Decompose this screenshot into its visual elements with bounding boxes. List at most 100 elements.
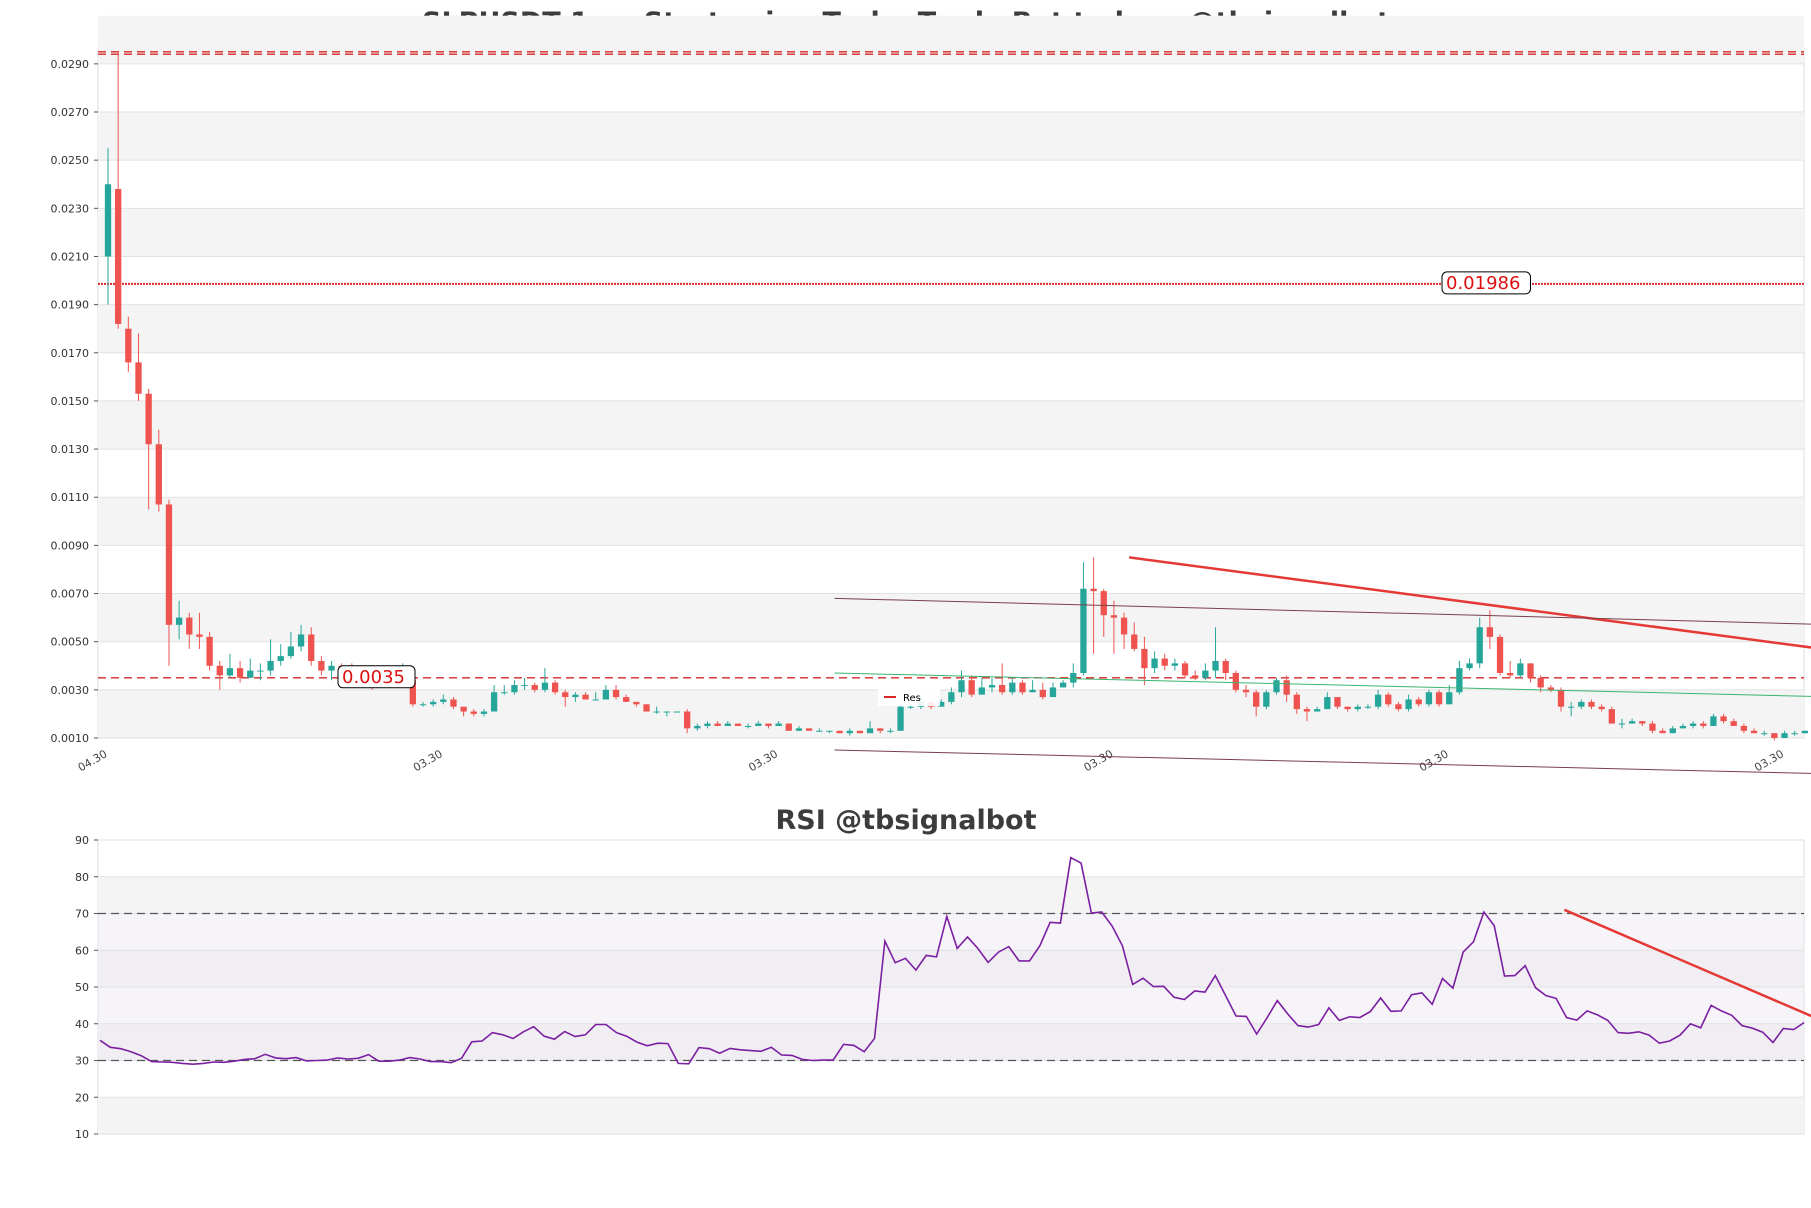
candle	[145, 393, 152, 445]
candle	[1009, 682, 1016, 693]
candle	[795, 728, 803, 731]
candle	[470, 711, 477, 714]
candle	[1151, 658, 1158, 669]
candle	[1639, 721, 1646, 724]
candle	[165, 504, 173, 625]
channel-lower	[834, 749, 1811, 774]
x-tick-label: 03.30	[411, 747, 445, 774]
rsi-grid-band	[98, 1097, 1804, 1134]
y-tick-label: 0.0050	[51, 636, 90, 649]
candle	[633, 701, 640, 705]
candle	[1771, 733, 1778, 738]
candle	[1354, 706, 1361, 710]
level-label: 0.01986	[1446, 273, 1520, 294]
candle	[1344, 706, 1351, 710]
candle	[1588, 701, 1595, 707]
candle	[775, 723, 782, 726]
y-tick-label: 0.0010	[51, 732, 90, 745]
candle	[948, 692, 955, 702]
candle	[1547, 687, 1554, 690]
candle	[846, 730, 853, 734]
rsi-y-tick-label: 40	[75, 1018, 89, 1031]
channel-upper	[834, 597, 1811, 625]
candle	[1232, 672, 1239, 690]
candle	[531, 685, 538, 690]
candle	[1415, 699, 1422, 705]
candle	[1141, 648, 1148, 669]
rsi-series-line	[99, 856, 1805, 1066]
candle	[1100, 591, 1107, 616]
candle	[115, 189, 122, 324]
candle	[1049, 687, 1057, 698]
candle	[551, 682, 559, 693]
candle	[836, 730, 843, 734]
grid-band	[98, 400, 1804, 450]
x-tick-label: 03.30	[1082, 747, 1116, 774]
candle	[602, 689, 610, 700]
candle	[1202, 670, 1209, 678]
candle	[419, 704, 427, 706]
level-label-box	[337, 665, 416, 689]
y-tick-label: 0.0230	[51, 202, 90, 215]
candle	[1517, 663, 1524, 676]
candle	[765, 723, 772, 726]
candle	[1222, 660, 1229, 673]
candle	[1293, 694, 1300, 710]
candle	[826, 730, 833, 732]
candle	[1303, 709, 1311, 712]
candle	[1090, 588, 1097, 592]
candle	[1750, 730, 1758, 734]
candle	[805, 728, 813, 731]
x-tick-label: 03.30	[1752, 747, 1786, 774]
rsi-grid-band	[98, 950, 1804, 987]
candle	[785, 723, 792, 731]
candle	[1253, 692, 1260, 707]
candle	[175, 617, 183, 625]
candle	[297, 634, 305, 647]
y-tick-label: 0.0030	[51, 684, 90, 697]
candle	[1242, 689, 1250, 693]
candle	[1324, 697, 1331, 710]
candle	[216, 665, 223, 676]
candle	[1791, 733, 1798, 735]
candle	[907, 706, 914, 708]
rsi-plot: 10 20 30 40 50 60 70 80 90	[75, 834, 1811, 1141]
candle	[196, 634, 203, 637]
candle	[429, 701, 437, 705]
candle	[816, 730, 823, 732]
candle	[938, 701, 945, 707]
candle	[541, 682, 549, 690]
rsi-y-tick-label: 30	[75, 1055, 89, 1068]
candle	[277, 656, 284, 661]
candle	[1171, 663, 1179, 666]
candle	[1700, 723, 1707, 726]
candle	[1446, 692, 1453, 705]
candle	[1059, 682, 1067, 688]
level-label: 0.0035	[342, 667, 405, 688]
candle	[1781, 733, 1788, 738]
rsi-y-tick-label: 80	[75, 871, 89, 884]
x-tick-label: 03.30	[1417, 747, 1451, 774]
candle	[653, 711, 660, 713]
candle	[958, 680, 965, 693]
candle	[247, 670, 254, 678]
candle	[744, 725, 752, 727]
candle	[1435, 692, 1443, 705]
candle	[1283, 680, 1290, 695]
rsi-y-tick-label: 70	[75, 908, 89, 921]
candle	[308, 634, 315, 661]
candle	[612, 689, 620, 698]
y-tick-label: 0.0290	[51, 58, 90, 71]
candle	[1110, 615, 1118, 618]
candle	[501, 692, 508, 694]
candle	[866, 728, 874, 734]
level-label-box	[1441, 271, 1531, 295]
candle	[1608, 709, 1615, 724]
candle	[226, 668, 234, 676]
candle	[1395, 704, 1402, 710]
candle	[1486, 627, 1494, 637]
candle	[267, 660, 274, 671]
candle	[1669, 728, 1676, 734]
candle	[135, 362, 142, 394]
candle	[1080, 588, 1087, 673]
